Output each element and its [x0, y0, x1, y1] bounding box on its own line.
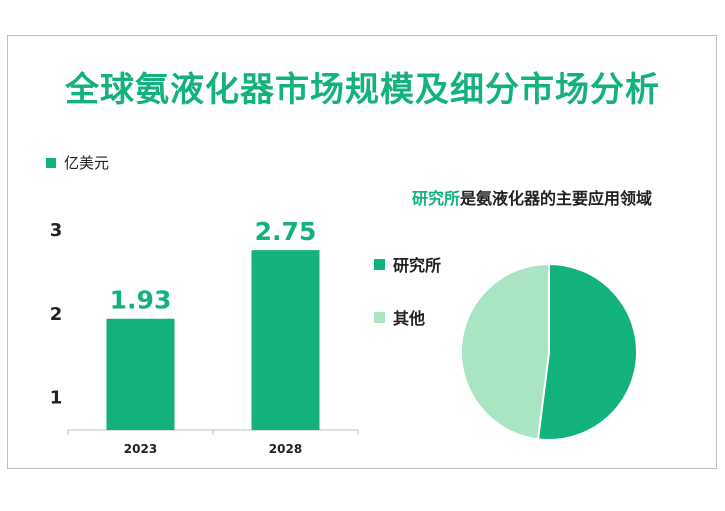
pie-legend-swatch-research [374, 258, 385, 270]
pie-slice [460, 262, 550, 441]
pie-legend-swatch-other [374, 311, 385, 323]
bar [106, 318, 175, 430]
pie-chart-title: 研究所是氨液化器的主要应用领域 [412, 185, 652, 209]
bar-legend: 亿美元 [46, 152, 109, 173]
x-tick-label: 2028 [269, 442, 302, 456]
y-tick-label: 1 [50, 388, 63, 409]
pie-legend-label-other: 其他 [393, 309, 426, 328]
bar-legend-swatch [46, 157, 56, 168]
bar-data-label: 2.75 [255, 217, 317, 246]
page-title: 全球氨液化器市场规模及细分市场分析 [65, 70, 660, 110]
x-tick-label: 2023 [124, 442, 157, 456]
pie-title-rest: 是氨液化器的主要应用领域 [460, 189, 653, 208]
pie-slice [536, 262, 638, 441]
pie-legend-item-research: 研究所 [374, 252, 441, 276]
pie-legend-label-research: 研究所 [393, 256, 442, 275]
pie-title-highlight: 研究所 [412, 189, 461, 208]
pie-legend-item-other: 其他 [374, 305, 425, 329]
bar-data-label: 1.93 [110, 286, 172, 315]
bar [251, 250, 320, 430]
y-tick-label: 3 [50, 220, 63, 241]
y-tick-label: 2 [50, 304, 63, 325]
bar-legend-label: 亿美元 [64, 154, 110, 172]
